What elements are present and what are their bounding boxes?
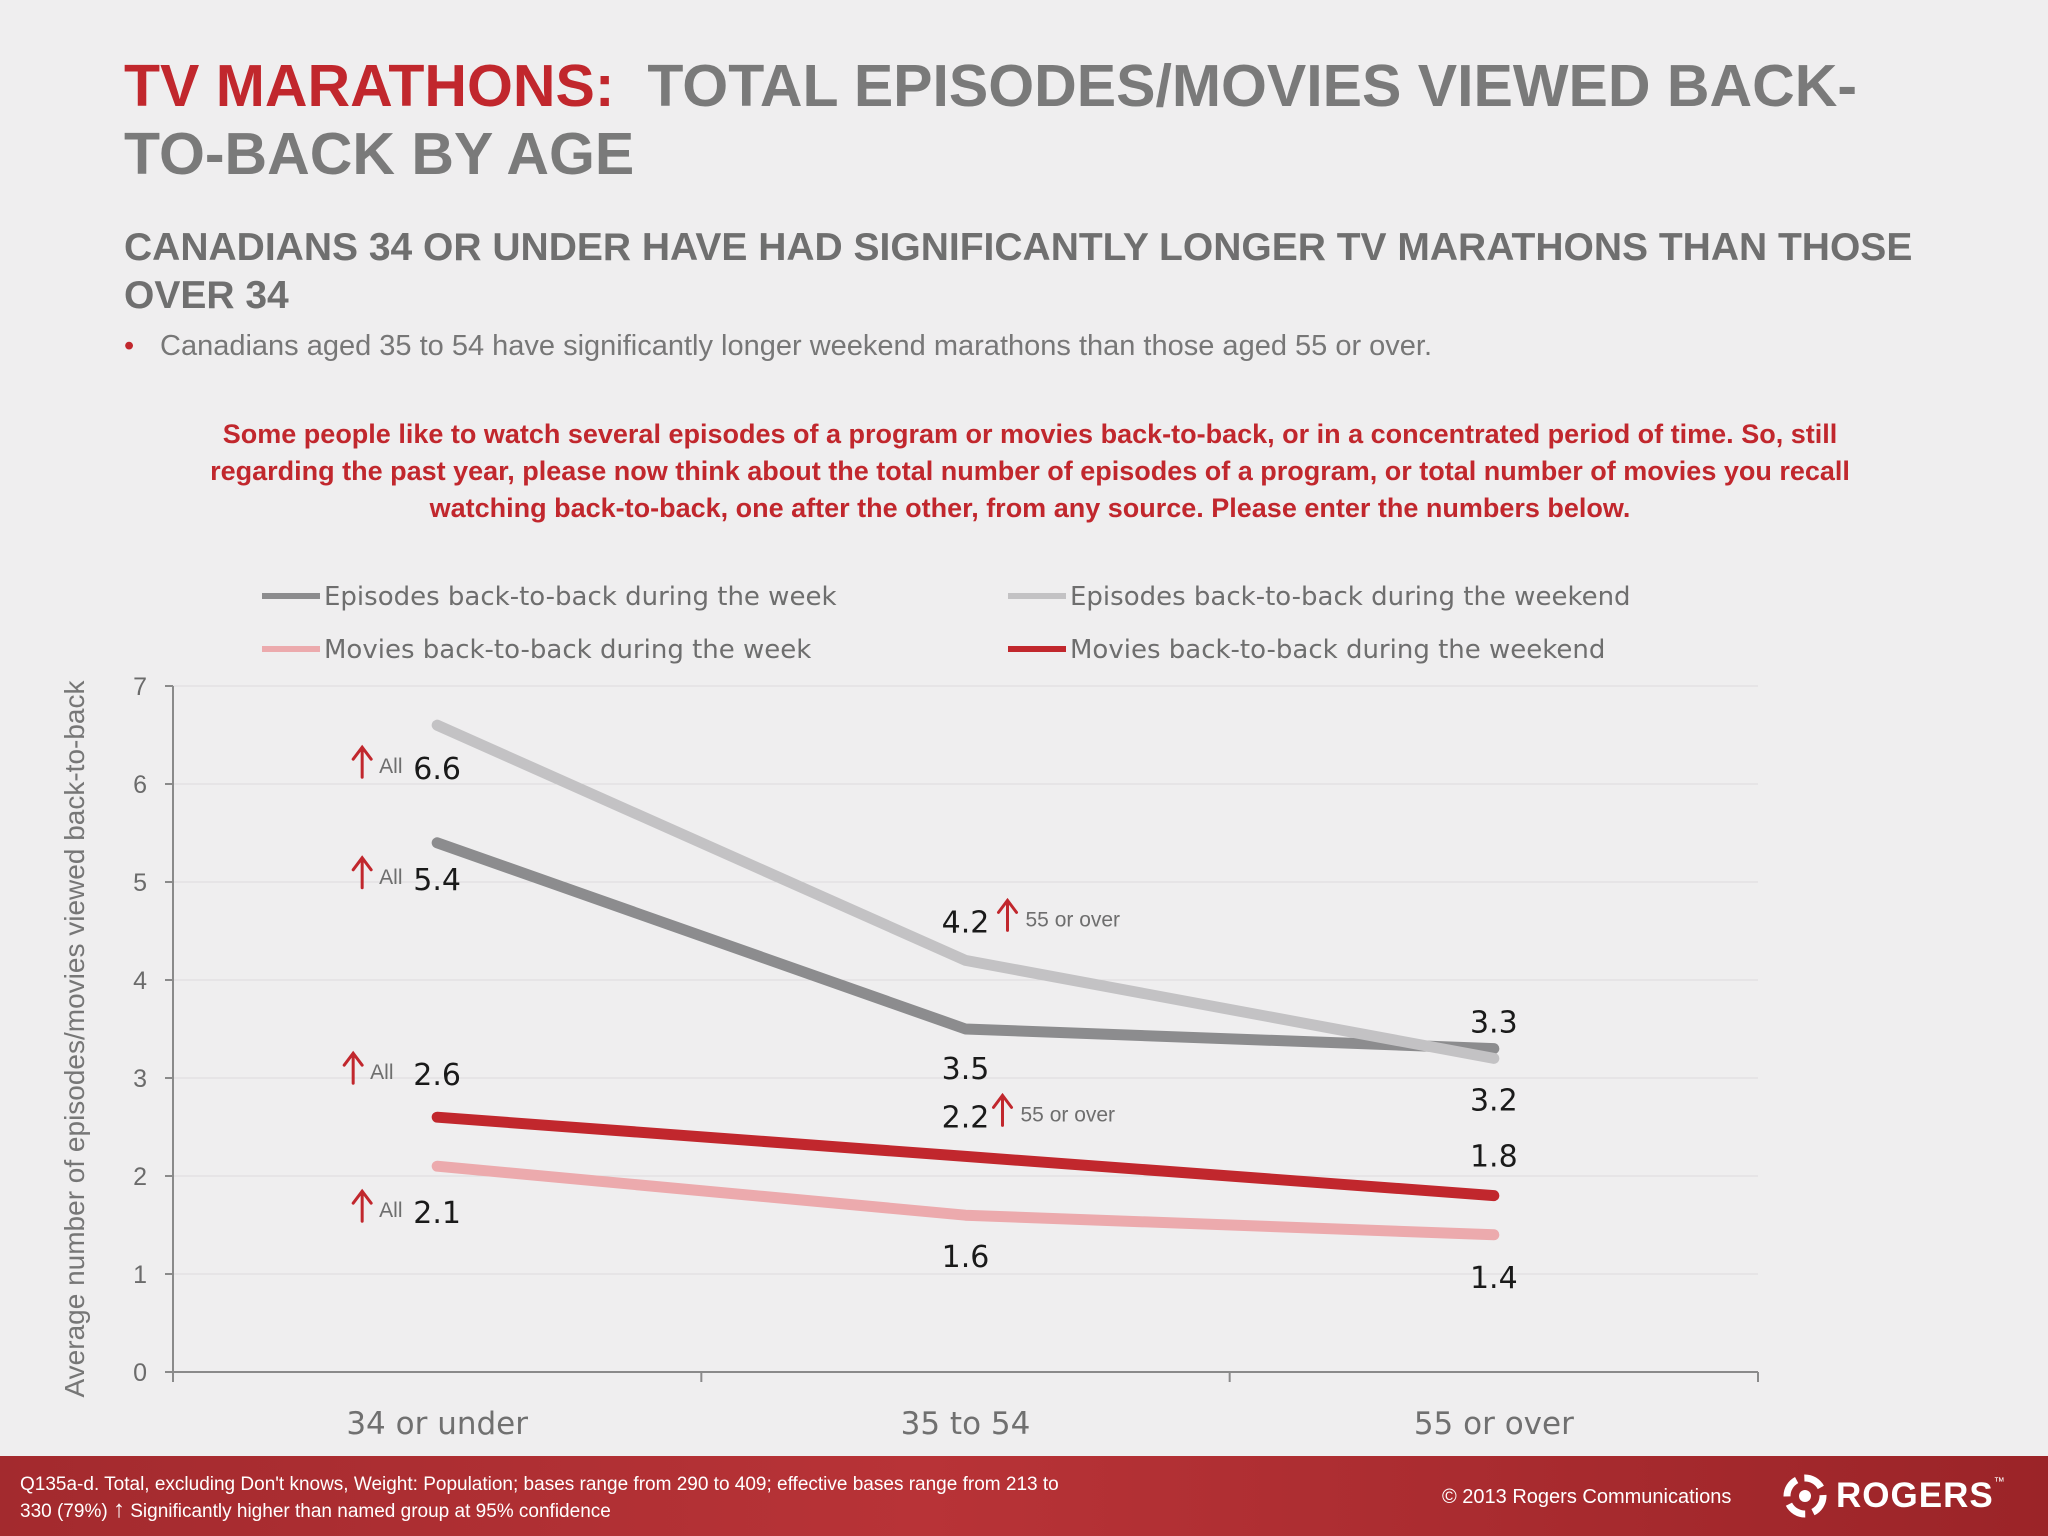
series-line-1 [431,719,1500,1064]
y-tick-label: 5 [133,869,147,897]
rogers-swirl-icon [1783,1474,1827,1518]
y-axis-label: Average number of episodes/movies viewed… [59,680,90,1398]
footer-note-line1: Q135a-d. Total, excluding Don't knows, W… [20,1474,1059,1495]
x-tick-label: 55 or over [1414,1406,1574,1442]
bullet-marker: • [124,330,135,362]
footer-note: Q135a-d. Total, excluding Don't knows, W… [20,1472,1140,1524]
chart-series [431,719,1500,1241]
up-arrow-icon [351,855,373,890]
significance-marker: 55 or over [992,1092,1116,1127]
y-tick-label: 4 [133,967,147,995]
footer-note-legend: Significantly higher than named group at… [130,1501,611,1522]
significance-marker: All [351,1188,403,1223]
rogers-logo-text: ROGERS [1836,1476,1994,1515]
series-line-0 [431,837,1500,1055]
series-line-2 [431,1160,1500,1241]
legend-label: Episodes back-to-back during the weekend [1070,582,1631,612]
rogers-logo-tm: ™ [1993,1476,2005,1488]
bullet-item: • Canadians aged 35 to 54 have significan… [124,330,1924,363]
data-label: 2.2 [942,1100,990,1135]
up-arrow-icon [997,897,1018,932]
chart-legend: Episodes back-to-back during the week Epi… [262,582,1631,665]
chart-axes: 0 1 2 3 4 5 6 7 34 or under 35 to 54 55 or over Ave… [59,673,1759,1442]
legend-label: Movies back-to-back during the week [324,635,811,665]
data-label: 6.6 [413,752,461,787]
chart-data-labels: 5.4 3.5 3.3 6.6 4.2 3.2 2.1 1.6 1.4 2.6 2.2 1.8 All A… [342,744,1518,1296]
data-label: 2.6 [413,1058,461,1093]
footer-note-line2: 330 (79%) ↑ Significantly higher than na… [20,1497,1140,1524]
up-arrow-icon [351,1188,373,1223]
data-label: 1.8 [1470,1140,1518,1175]
data-label: 3.5 [942,1052,990,1087]
page-title-rest: TOTAL EPISODES/MOVIES VIEWED BACK-TO-BAC… [124,53,1857,187]
page-subtitle: CANADIANS 34 OR UNDER HAVE HAD SIGNIFICA… [124,226,1913,317]
data-label: 1.4 [1470,1261,1518,1296]
data-label: 4.2 [942,905,990,940]
legend-item: Episodes back-to-back during the week [262,582,837,612]
legend-label: Movies back-to-back during the weekend [1070,635,1605,665]
significance-arrow-icon: ↑ [112,1496,125,1523]
data-label: 1.6 [942,1240,990,1275]
up-arrow-icon [351,744,373,779]
significance-marker: 55 or over [997,897,1121,932]
significance-marker: All [351,744,403,779]
copyright: © 2013 Rogers Communications [1442,1486,1732,1508]
y-tick-label: 6 [133,771,147,799]
data-label: 3.3 [1470,1006,1518,1041]
y-tick-label: 7 [133,673,147,701]
data-label: 2.1 [413,1196,461,1231]
significance-label: 55 or over [1021,1103,1116,1126]
significance-marker: All [342,1050,394,1085]
significance-label: All [370,1061,393,1084]
up-arrow-icon [342,1050,364,1085]
up-arrow-icon [992,1092,1013,1127]
y-tick-label: 2 [133,1163,147,1191]
series-line-3 [431,1111,1500,1202]
survey-question: Some people like to watch several episod… [210,419,1850,523]
y-tick-label: 3 [133,1065,147,1093]
bullet-text: Canadians aged 35 to 54 have significant… [160,330,1433,362]
significance-label: All [379,866,402,889]
x-tick-label: 34 or under [346,1406,528,1442]
significance-label: 55 or over [1026,908,1121,931]
data-label: 5.4 [413,863,461,898]
line-chart: Episodes back-to-back during the week Epi… [59,582,1759,1442]
footer-bar: Q135a-d. Total, excluding Don't knows, W… [0,1456,2048,1536]
data-label: 3.2 [1470,1083,1518,1118]
y-tick-label: 0 [133,1359,147,1387]
legend-item: Episodes back-to-back during the weekend [1008,582,1631,612]
y-tick-label: 1 [133,1261,147,1289]
legend-item: Movies back-to-back during the week [262,635,811,665]
significance-label: All [379,755,402,778]
x-tick-label: 35 to 54 [901,1406,1031,1442]
footer-note-base: 330 (79%) [20,1501,108,1522]
legend-label: Episodes back-to-back during the week [324,582,837,612]
page-title-accent: TV MARATHONS: [124,53,615,119]
significance-label: All [379,1199,402,1222]
chart-grid [173,685,1758,1275]
page-title: TV MARATHONS: TOTAL EPISODES/MOVIES VIEW… [124,52,1924,188]
rogers-logo: ROGERS ™ [1782,1470,2005,1522]
legend-item: Movies back-to-back during the weekend [1008,635,1605,665]
significance-marker: All [351,855,403,890]
